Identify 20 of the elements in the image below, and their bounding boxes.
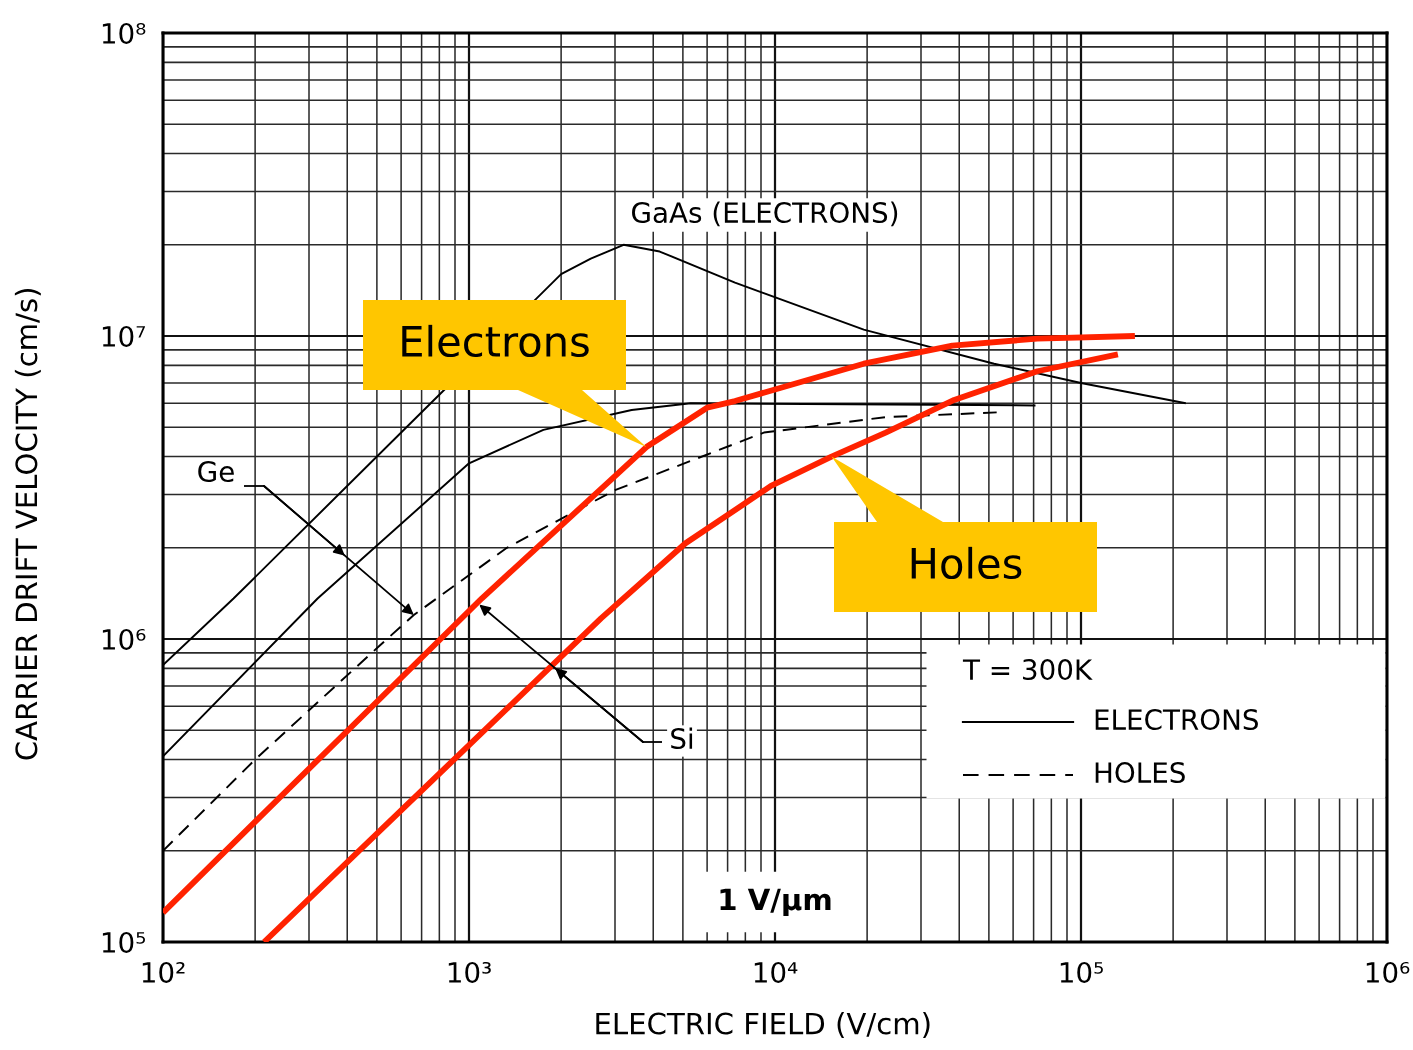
y-tick-label: 10⁸ <box>102 22 146 44</box>
annotation: ELECTRONS <box>1095 709 1258 731</box>
annotation: Si <box>671 727 693 750</box>
x-tick-label: 10⁴ <box>754 961 798 983</box>
annotation: Ge <box>198 461 234 483</box>
x-tick-label: 10² <box>142 961 185 983</box>
annotation: HOLES <box>1095 762 1185 784</box>
y-tick-label: 10⁷ <box>102 325 146 347</box>
x-tick-label: 10³ <box>448 961 491 983</box>
y-tick-label: 10⁶ <box>102 628 146 650</box>
y-axis-title: CARRIER DRIFT VELOCITY (cm/s) <box>14 289 41 760</box>
annotation: Electrons <box>402 324 589 358</box>
y-tick-label: 10⁵ <box>102 931 145 953</box>
annotation: 1 V/µm <box>720 888 831 917</box>
x-axis-title: ELECTRIC FIELD (V/cm) <box>596 1012 930 1038</box>
annotation: Holes <box>911 546 1022 580</box>
x-tick-label: 10⁵ <box>1060 961 1103 983</box>
annotation: T = 300K <box>962 659 1093 681</box>
series-label: GaAs (ELECTRONS) <box>632 201 898 227</box>
x-tick-label: 10⁶ <box>1366 961 1410 983</box>
